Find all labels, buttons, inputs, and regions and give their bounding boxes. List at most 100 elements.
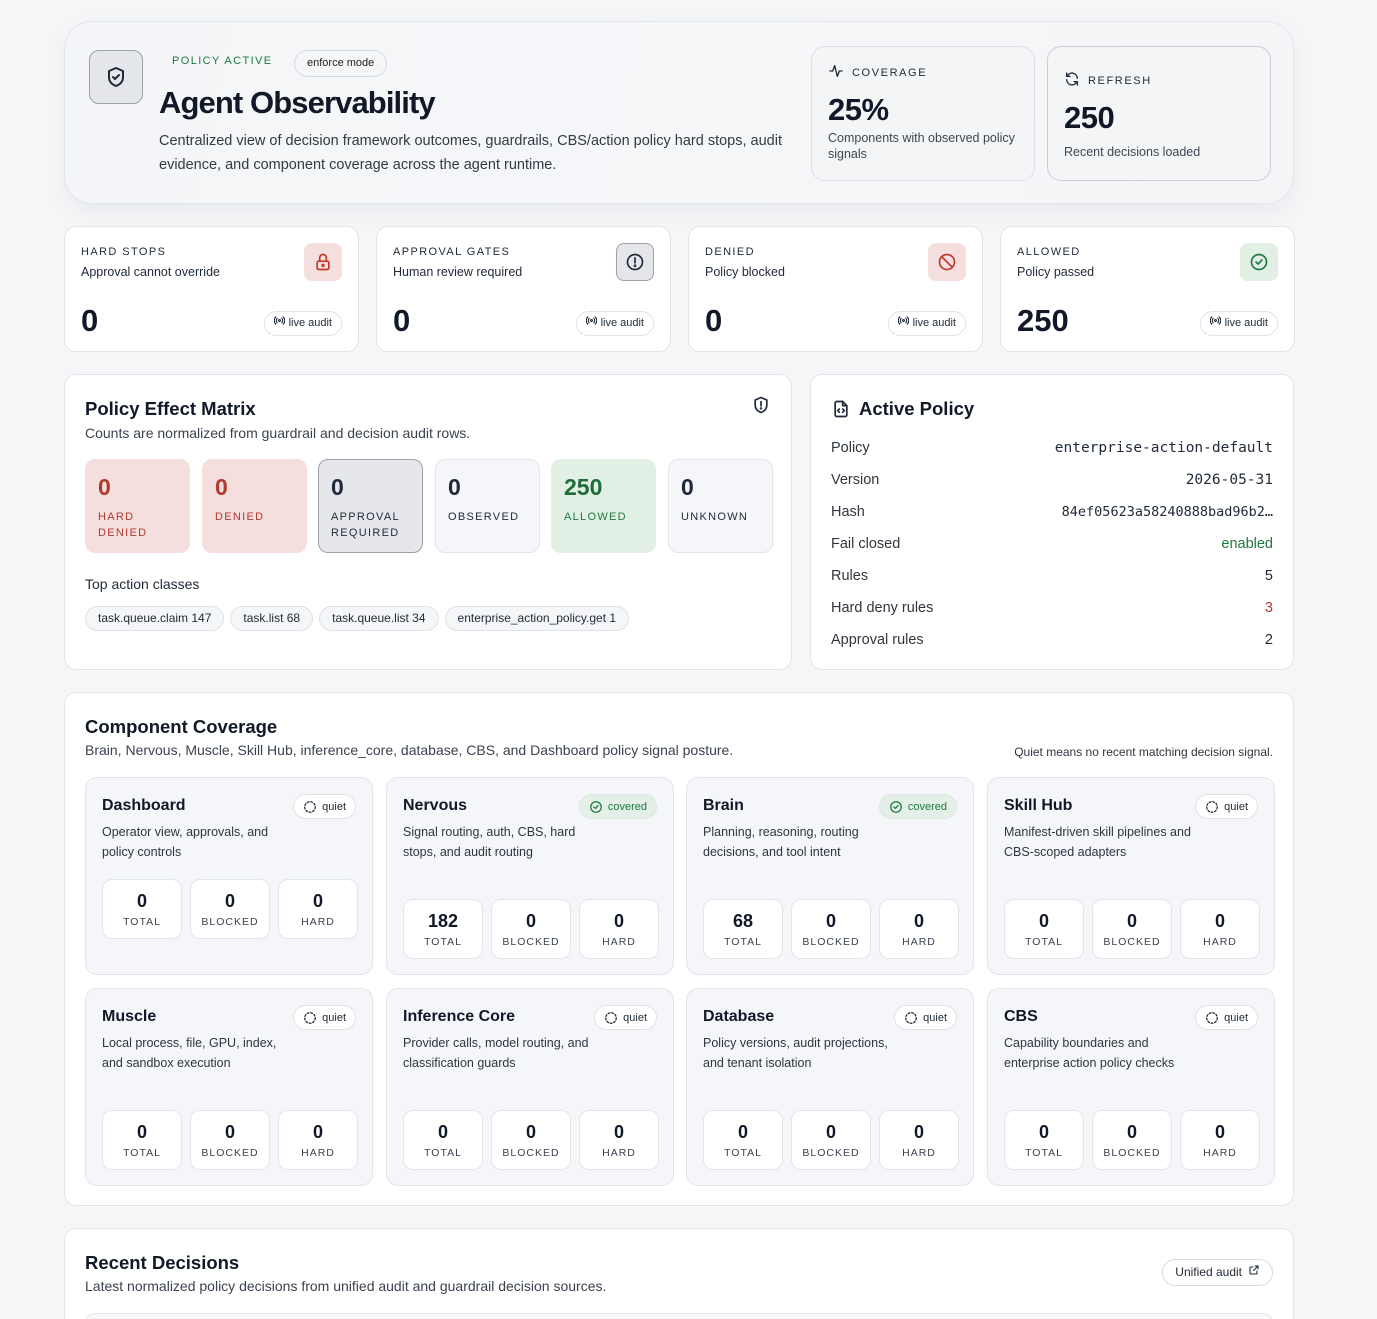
component-tile-muscle: Muscle quiet Local process, file, GPU, ind… <box>85 988 373 1186</box>
unified-audit-button[interactable]: Unified audit <box>1162 1259 1273 1286</box>
stat-label: TOTAL <box>123 916 161 928</box>
radio-icon <box>897 312 909 335</box>
refresh-sub: Recent decisions loaded <box>1064 145 1201 159</box>
recent-decisions-table <box>85 1313 1273 1319</box>
kpi-value: 0 <box>393 303 411 338</box>
stat-value: 0 <box>1214 911 1225 931</box>
dashed-circle-icon <box>1205 800 1219 814</box>
stat-value: 0 <box>136 1122 147 1142</box>
stat-total: 0 TOTAL <box>403 1110 483 1170</box>
stat-blocked: 0 BLOCKED <box>1092 899 1172 959</box>
active-policy-card: Active Policy Policy enterprise-action-d… <box>810 374 1294 670</box>
kpi-label: ALLOWED <box>1017 246 1081 258</box>
coverage-stat: COVERAGE 25% Components with observed po… <box>811 46 1035 181</box>
effect-denied: 0 DENIED <box>202 459 307 553</box>
recent-title: Recent Decisions <box>85 1252 240 1273</box>
stat-label: HARD <box>602 1147 636 1159</box>
stat-hard: 0 HARD <box>1180 899 1260 959</box>
component-description: Provider calls, model routing, and class… <box>403 1036 589 1070</box>
component-name: CBS <box>1004 1008 1038 1025</box>
component-tile-skill-hub: Skill Hub quiet Manifest-driven skill pipe… <box>987 777 1275 975</box>
kpi-value: 0 <box>705 303 723 338</box>
dashed-circle-icon <box>303 800 317 814</box>
alert-circle-icon <box>616 243 654 281</box>
stat-total: 0 TOTAL <box>703 1110 783 1170</box>
policy-row-version: Version 2026-05-31 <box>831 472 1273 492</box>
check-circle-icon <box>1240 243 1278 281</box>
stat-label: TOTAL <box>1025 1147 1063 1159</box>
component-description: Policy versions, audit projections, and … <box>703 1036 888 1070</box>
action-class-pill: task.queue.claim 147 <box>85 606 225 631</box>
stat-label: TOTAL <box>424 936 462 948</box>
row-key: Fail closed <box>831 536 901 552</box>
stat-label: BLOCKED <box>802 936 860 948</box>
effect-value: 0 <box>331 474 344 500</box>
kpi-label: HARD STOPS <box>81 246 167 258</box>
component-tile-inference-core: Inference Core quiet Provider calls, model… <box>386 988 674 1186</box>
matrix-title: Policy Effect Matrix <box>85 398 256 419</box>
status-label: quiet <box>923 1011 947 1024</box>
live-audit-label: live audit <box>912 317 956 329</box>
radio-icon <box>1209 312 1221 335</box>
refresh-icon <box>1064 71 1080 90</box>
kpi-denied: DENIED Policy blocked 0 live audit <box>688 226 983 352</box>
kpi-value: 0 <box>81 303 99 338</box>
page-description: Centralized view of decision framework o… <box>159 133 782 173</box>
status-label: quiet <box>322 1011 346 1024</box>
effect-label: OBSERVED <box>448 511 520 523</box>
status-label: quiet <box>1224 800 1248 813</box>
component-tile-cbs: CBS quiet Capability boundaries and enterp… <box>987 988 1275 1186</box>
effect-unknown: 0 UNKNOWN <box>668 459 773 553</box>
component-coverage-card: Component Coverage Brain, Nervous, Muscl… <box>64 692 1294 1206</box>
component-tile-brain: Brain covered Planning, reasoning, routing… <box>686 777 974 975</box>
refresh-button[interactable]: REFRESH 250 Recent decisions loaded <box>1047 46 1271 181</box>
action-class-pill: task.list 68 <box>230 606 314 631</box>
live-audit-chip: live audit <box>575 311 654 336</box>
refresh-value: 250 <box>1064 100 1115 135</box>
action-class-pill: enterprise_action_policy.get 1 <box>444 606 630 631</box>
active-policy-title: Active Policy <box>859 398 975 419</box>
stat-label: TOTAL <box>1025 936 1063 948</box>
status-badge: quiet <box>1195 1005 1258 1030</box>
effect-label: ALLOWED <box>564 511 627 523</box>
ban-icon <box>928 243 966 281</box>
stat-label: HARD <box>1203 936 1237 948</box>
stat-value: 0 <box>737 1122 748 1142</box>
stat-value: 0 <box>136 891 147 911</box>
status-badge: covered <box>878 794 957 819</box>
dashed-circle-icon <box>904 1011 918 1025</box>
kpi-hard-stops: HARD STOPS Approval cannot override 0 li… <box>64 226 359 352</box>
stat-label: BLOCKED <box>502 936 560 948</box>
status-badge: covered <box>578 794 657 819</box>
component-name: Inference Core <box>403 1008 516 1025</box>
live-audit-chip: live audit <box>263 311 342 336</box>
stat-label: HARD <box>301 916 335 928</box>
action-class-pill: task.queue.list 34 <box>319 606 439 631</box>
component-name: Skill Hub <box>1004 797 1073 814</box>
stat-label: HARD <box>902 1147 936 1159</box>
stat-value: 0 <box>825 1122 836 1142</box>
row-key: Policy <box>831 440 870 456</box>
matrix-subtitle: Counts are normalized from guardrail and… <box>85 425 471 441</box>
stat-total: 68 TOTAL <box>703 899 783 959</box>
external-link-icon <box>1248 1260 1260 1285</box>
stat-label: TOTAL <box>724 936 762 948</box>
coverage-subtitle: Brain, Nervous, Muscle, Skill Hub, infer… <box>85 742 734 758</box>
stat-total: 182 TOTAL <box>403 899 483 959</box>
status-label: covered <box>907 800 947 813</box>
activity-icon <box>828 63 844 82</box>
policy-status-label: POLICY ACTIVE <box>172 55 273 67</box>
effect-allowed: 250 ALLOWED <box>551 459 656 553</box>
stat-hard: 0 HARD <box>278 879 358 939</box>
policy-effect-matrix: Policy Effect Matrix Counts are normaliz… <box>64 374 792 670</box>
check-circle-icon <box>889 800 903 814</box>
stat-label: BLOCKED <box>201 1147 259 1159</box>
stat-hard: 0 HARD <box>579 899 659 959</box>
kpi-label: APPROVAL GATES <box>393 246 511 258</box>
policy-row-rules: Rules 5 <box>831 568 1273 588</box>
live-audit-label: live audit <box>288 317 332 329</box>
row-key: Approval rules <box>831 632 924 648</box>
stat-value: 0 <box>525 1122 536 1142</box>
top-action-classes-label: Top action classes <box>85 576 200 592</box>
stat-hard: 0 HARD <box>579 1110 659 1170</box>
